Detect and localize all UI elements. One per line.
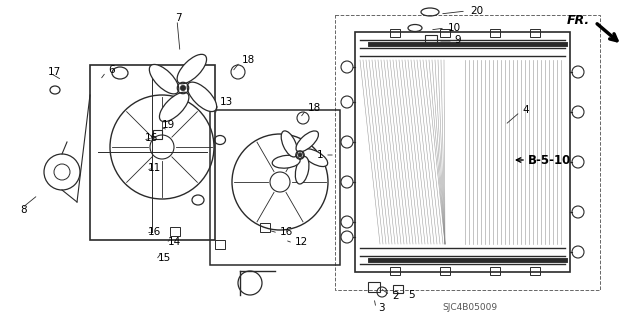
Text: 16: 16: [145, 133, 158, 143]
Bar: [490, 267, 500, 275]
Text: FR.: FR.: [567, 13, 590, 26]
Bar: [90, 65, 215, 240]
Bar: [440, 29, 450, 37]
Circle shape: [298, 153, 302, 157]
Text: 13: 13: [220, 97, 233, 107]
Text: 9: 9: [454, 35, 461, 45]
Bar: [170, 227, 180, 236]
Bar: [425, 35, 437, 45]
Text: 2: 2: [392, 291, 399, 301]
Bar: [260, 223, 270, 232]
Bar: [530, 29, 540, 37]
Bar: [490, 29, 500, 37]
Ellipse shape: [296, 131, 319, 152]
Text: 19: 19: [162, 120, 175, 130]
Bar: [393, 285, 403, 293]
Text: 16: 16: [280, 227, 293, 237]
Text: 12: 12: [295, 237, 308, 247]
Text: 10: 10: [448, 23, 461, 33]
Text: 1: 1: [316, 150, 323, 160]
Circle shape: [180, 85, 186, 91]
Ellipse shape: [188, 82, 217, 112]
Bar: [153, 130, 162, 139]
Text: 3: 3: [378, 303, 385, 313]
Text: 15: 15: [158, 253, 172, 263]
Text: 7: 7: [175, 13, 182, 23]
Text: B-5-10: B-5-10: [528, 153, 572, 167]
Bar: [335, 15, 600, 290]
Bar: [368, 282, 380, 292]
Text: 8: 8: [20, 205, 27, 215]
Ellipse shape: [303, 149, 328, 167]
Ellipse shape: [281, 131, 298, 157]
Ellipse shape: [159, 92, 189, 122]
Text: 20: 20: [470, 6, 483, 16]
Text: 5: 5: [408, 290, 415, 300]
Text: 18: 18: [242, 55, 255, 65]
Bar: [390, 267, 400, 275]
Bar: [390, 29, 400, 37]
Text: 4: 4: [522, 105, 529, 115]
Ellipse shape: [295, 157, 309, 184]
Ellipse shape: [272, 155, 300, 168]
Text: 17: 17: [48, 67, 61, 77]
Bar: [215, 240, 225, 249]
Ellipse shape: [177, 54, 207, 84]
Text: 14: 14: [168, 237, 181, 247]
Text: 18: 18: [308, 103, 321, 113]
Bar: [210, 110, 340, 265]
Text: 16: 16: [148, 227, 161, 237]
Bar: [530, 267, 540, 275]
Ellipse shape: [149, 64, 179, 94]
Bar: [440, 267, 450, 275]
Text: 6: 6: [108, 65, 115, 75]
Text: 11: 11: [148, 163, 161, 173]
Text: SJC4B05009: SJC4B05009: [442, 303, 497, 313]
Bar: [355, 32, 570, 272]
